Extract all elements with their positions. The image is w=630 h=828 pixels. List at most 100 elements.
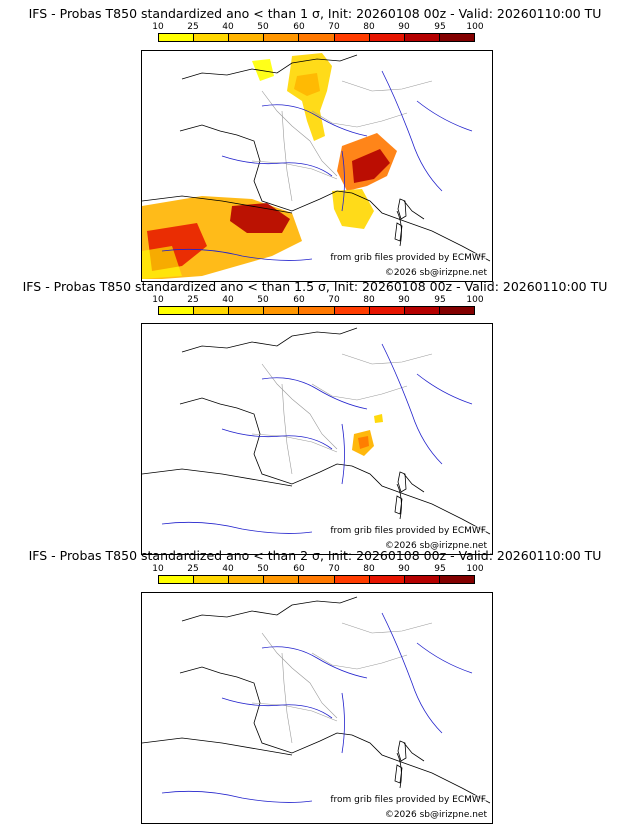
- scale-swatch: [404, 576, 440, 583]
- scale-swatch: [264, 576, 300, 583]
- scale-label: 50: [257, 564, 269, 574]
- map-canvas: [142, 53, 491, 279]
- scale-label: 95: [434, 564, 446, 574]
- credit-copyright: ©2026 sb@irizpne.net: [384, 268, 487, 278]
- panel-title: IFS - Probas T850 standardized ano < tha…: [28, 6, 602, 21]
- country-borders: [142, 54, 491, 262]
- color-scale-labels: 10 25 40 50 60 70 80 90 95 100: [145, 564, 485, 574]
- scale-swatch: [334, 576, 370, 583]
- scale-label: 80: [363, 22, 375, 32]
- scale-label: 60: [293, 295, 305, 305]
- scale-swatch: [334, 34, 370, 41]
- scale-label: 10: [152, 22, 164, 32]
- scale-swatch: [264, 307, 300, 314]
- scale-swatch: [229, 34, 265, 41]
- scale-label: 50: [257, 295, 269, 305]
- probability-shading: [352, 414, 383, 456]
- scale-label: 100: [466, 22, 484, 32]
- scale-swatch: [439, 34, 474, 41]
- country-borders: [142, 327, 491, 535]
- map-frame: from grib files provided by ECMWF ©2026 …: [141, 50, 493, 282]
- color-scale-bar: [158, 575, 475, 584]
- scale-swatch: [369, 576, 405, 583]
- scale-label: 40: [222, 564, 234, 574]
- map-frame: from grib files provided by ECMWF ©2026 …: [141, 323, 493, 555]
- credit-source: from grib files provided by ECMWF: [330, 795, 486, 805]
- scale-label: 25: [187, 564, 199, 574]
- scale-label: 25: [187, 22, 199, 32]
- scale-label: 95: [434, 295, 446, 305]
- scale-swatch: [159, 576, 195, 583]
- prob-area-southern-alps-core: [358, 436, 369, 449]
- scale-label: 40: [222, 295, 234, 305]
- scale-swatch: [194, 576, 230, 583]
- scale-swatch: [264, 34, 300, 41]
- scale-label: 50: [257, 22, 269, 32]
- credit-copyright: ©2026 sb@irizpne.net: [384, 541, 487, 551]
- scale-swatch: [439, 576, 474, 583]
- scale-swatch: [159, 307, 195, 314]
- scale-swatch: [404, 307, 440, 314]
- scale-label: 80: [363, 564, 375, 574]
- color-scale-labels: 10 25 40 50 60 70 80 90 95 100: [145, 22, 485, 32]
- color-scale-labels: 10 25 40 50 60 70 80 90 95 100: [145, 295, 485, 305]
- scale-label: 25: [187, 295, 199, 305]
- scale-label: 100: [466, 295, 484, 305]
- map-canvas: [142, 596, 491, 804]
- prob-area-west-patch: [252, 59, 274, 81]
- scale-swatch: [299, 34, 335, 41]
- scale-label: 90: [398, 295, 410, 305]
- color-scale-bar: [158, 306, 475, 315]
- admin-borders: [251, 622, 433, 744]
- scale-label: 70: [328, 22, 340, 32]
- prob-area-provence: [332, 189, 374, 229]
- scale-swatch: [439, 307, 474, 314]
- map-frame: from grib files provided by ECMWF ©2026 …: [141, 592, 493, 824]
- scale-label: 90: [398, 22, 410, 32]
- scale-swatch: [229, 307, 265, 314]
- scale-label: 95: [434, 22, 446, 32]
- map-panel-3: IFS - Probas T850 standardized ano < tha…: [0, 548, 630, 824]
- scale-label: 100: [466, 564, 484, 574]
- admin-borders: [251, 353, 433, 475]
- islands: [394, 471, 407, 515]
- country-borders: [142, 596, 491, 804]
- scale-label: 10: [152, 295, 164, 305]
- rivers: [161, 70, 473, 261]
- scale-swatch: [194, 307, 230, 314]
- scale-label: 10: [152, 564, 164, 574]
- scale-label: 80: [363, 295, 375, 305]
- prob-area-northeast-core: [294, 73, 320, 96]
- map-panel-1: IFS - Probas T850 standardized ano < tha…: [0, 6, 630, 282]
- scale-label: 90: [398, 564, 410, 574]
- scale-swatch: [369, 34, 405, 41]
- map-panel-2: IFS - Probas T850 standardized ano < tha…: [0, 279, 630, 555]
- scale-swatch: [159, 34, 195, 41]
- admin-borders: [251, 80, 433, 202]
- credit-source: from grib files provided by ECMWF: [330, 253, 486, 263]
- prob-area-spain-light: [142, 246, 182, 279]
- scale-swatch: [369, 307, 405, 314]
- credit-source: from grib files provided by ECMWF: [330, 526, 486, 536]
- color-scale-bar: [158, 33, 475, 42]
- map-canvas: [142, 327, 491, 535]
- scale-label: 60: [293, 564, 305, 574]
- panel-title: IFS - Probas T850 standardized ano < tha…: [28, 548, 602, 563]
- rivers: [161, 612, 473, 803]
- scale-label: 60: [293, 22, 305, 32]
- scale-label: 40: [222, 22, 234, 32]
- scale-swatch: [229, 576, 265, 583]
- credit-copyright: ©2026 sb@irizpne.net: [384, 810, 487, 820]
- scale-swatch: [299, 307, 335, 314]
- scale-swatch: [194, 34, 230, 41]
- islands: [394, 740, 407, 784]
- scale-swatch: [299, 576, 335, 583]
- scale-swatch: [404, 34, 440, 41]
- rivers: [161, 343, 473, 534]
- prob-area-alps-core: [352, 149, 390, 183]
- prob-area-northeast: [287, 53, 332, 141]
- scale-label: 70: [328, 295, 340, 305]
- prob-area-pyrenees-core: [230, 203, 290, 233]
- islands: [394, 198, 407, 242]
- probability-shading: [142, 53, 397, 279]
